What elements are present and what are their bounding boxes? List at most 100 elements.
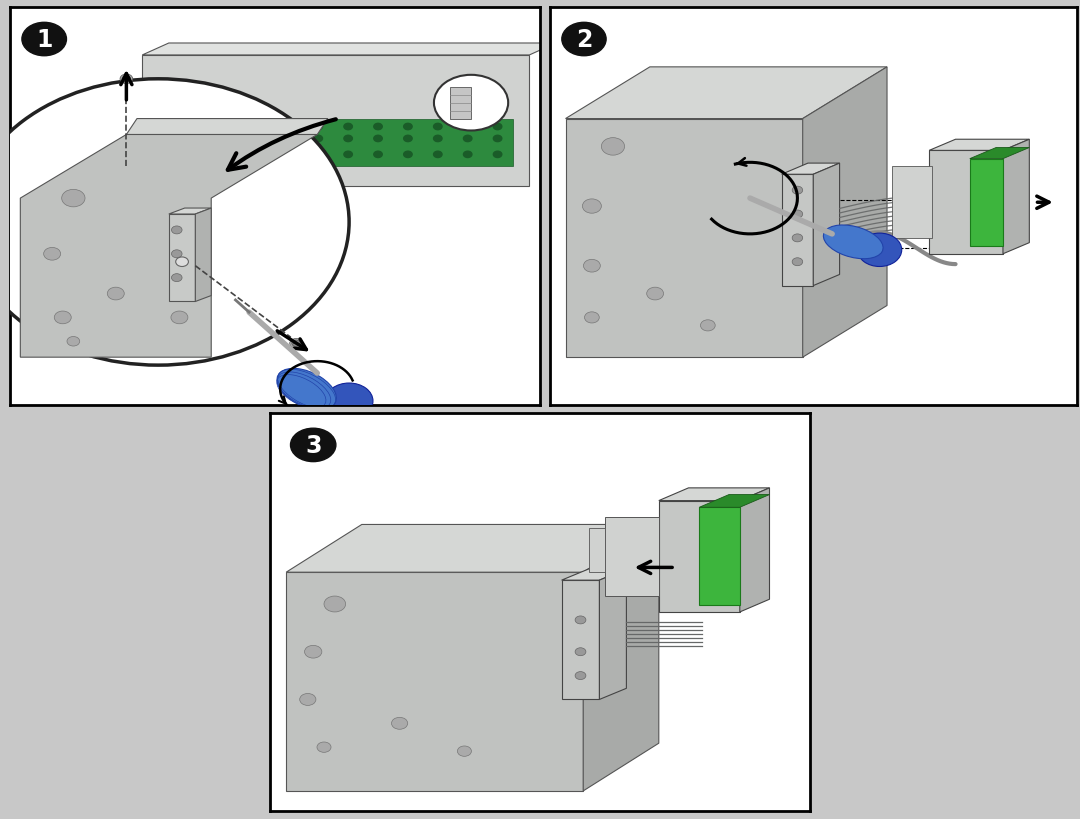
Polygon shape [659,488,769,501]
Circle shape [314,136,323,143]
Circle shape [43,248,60,260]
Circle shape [318,742,330,753]
Polygon shape [929,140,1029,152]
Circle shape [494,136,502,143]
Circle shape [584,313,599,324]
Circle shape [120,75,133,84]
Circle shape [494,124,502,130]
Polygon shape [583,525,659,791]
Circle shape [576,648,585,656]
Circle shape [792,210,802,219]
Circle shape [172,251,183,259]
Circle shape [374,124,382,130]
Polygon shape [970,160,1003,247]
Circle shape [647,287,663,301]
Circle shape [343,136,352,143]
Circle shape [67,337,80,346]
Circle shape [404,124,413,130]
Circle shape [314,124,323,130]
Polygon shape [143,56,529,187]
Polygon shape [599,569,626,699]
Bar [450,88,471,120]
Circle shape [164,124,173,130]
Circle shape [225,136,233,143]
Circle shape [433,152,442,158]
Circle shape [176,258,188,267]
Circle shape [122,76,131,83]
Polygon shape [195,209,212,302]
Circle shape [404,152,413,158]
Polygon shape [158,120,513,167]
Circle shape [284,152,293,158]
Circle shape [562,23,606,57]
Circle shape [792,187,802,195]
Circle shape [0,79,349,365]
Ellipse shape [276,369,336,410]
Circle shape [434,75,509,131]
Circle shape [254,124,262,130]
Circle shape [107,287,124,301]
Circle shape [164,136,173,143]
Polygon shape [700,495,769,508]
Polygon shape [892,167,932,238]
Polygon shape [659,501,740,613]
Text: 3: 3 [305,433,322,457]
Circle shape [583,260,600,273]
Circle shape [325,383,373,419]
Polygon shape [813,164,839,286]
Circle shape [225,152,233,158]
Circle shape [194,136,203,143]
Circle shape [254,152,262,158]
Polygon shape [929,152,1003,255]
Circle shape [62,190,85,207]
Polygon shape [126,120,328,135]
Circle shape [602,138,624,156]
Circle shape [314,152,323,158]
Circle shape [284,136,293,143]
Polygon shape [589,529,605,572]
Circle shape [343,124,352,130]
Circle shape [164,152,173,158]
Polygon shape [168,209,212,215]
Circle shape [391,717,408,730]
Circle shape [858,233,902,267]
Circle shape [305,645,322,658]
Circle shape [22,23,67,57]
Circle shape [576,672,585,680]
Polygon shape [802,68,887,358]
Polygon shape [740,488,769,613]
Circle shape [463,136,472,143]
Circle shape [582,200,602,214]
Polygon shape [168,215,195,302]
Circle shape [343,152,352,158]
Ellipse shape [823,226,883,260]
Circle shape [171,312,188,324]
Polygon shape [562,581,599,699]
Circle shape [463,152,472,158]
Text: 1: 1 [36,28,52,52]
Circle shape [300,694,316,705]
Circle shape [225,124,233,130]
Circle shape [54,312,71,324]
Circle shape [404,136,413,143]
Circle shape [284,124,293,130]
Text: 2: 2 [576,28,592,52]
Circle shape [324,596,346,613]
Circle shape [194,152,203,158]
Polygon shape [566,120,802,358]
Polygon shape [605,517,659,596]
Circle shape [576,616,585,624]
Circle shape [792,259,802,266]
Circle shape [292,341,300,347]
Circle shape [433,124,442,130]
Circle shape [291,428,336,462]
Polygon shape [21,135,318,358]
Circle shape [172,274,183,283]
Polygon shape [566,68,887,120]
Polygon shape [286,525,659,572]
Polygon shape [562,569,626,581]
Circle shape [701,320,715,332]
Polygon shape [1003,140,1029,255]
Polygon shape [286,572,583,791]
Circle shape [289,339,302,349]
